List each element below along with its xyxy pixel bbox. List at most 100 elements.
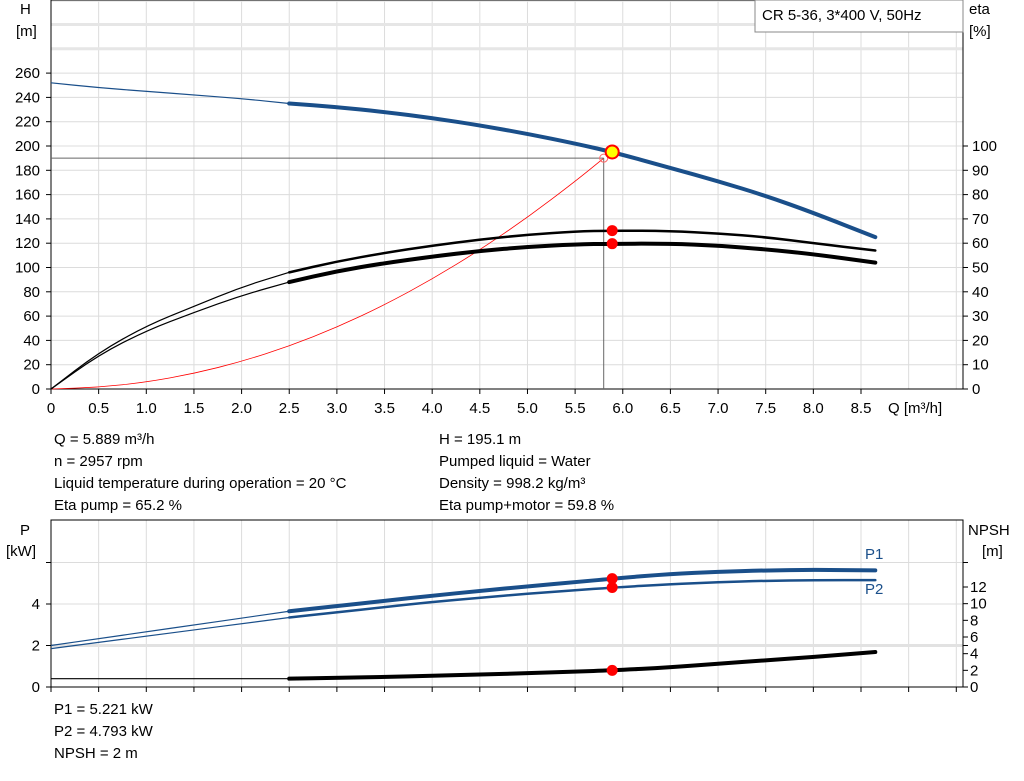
p-tick-label: 4 [32,596,40,613]
h-tick-label: 160 [15,187,40,204]
p1-series-label: P1 [865,546,883,563]
x-tick-label: 1.0 [136,400,157,417]
h-axis-name: H [20,1,31,18]
x-tick-label: 4.5 [469,400,490,417]
eta-tick-label: 90 [972,162,989,179]
x-tick-label: 3.0 [326,400,347,417]
system-curve-line [50,157,604,390]
p-axis-unit: [kW] [6,543,36,560]
x-tick-label: 8.0 [803,400,824,417]
npsh-axis-unit: [m] [982,543,1003,560]
eta-total-curve-extrapolated-line [50,281,290,390]
h-tick-label: 180 [15,162,40,179]
npsh-tick-label: 10 [970,596,987,613]
head-value: H = 195.1 m [439,431,522,448]
p-tick-label: 0 [32,679,40,696]
speed-value: n = 2957 rpm [54,453,143,470]
p-tick-label: 2 [32,638,40,655]
chart-title: CR 5-36, 3*400 V, 50Hz [762,7,922,24]
x-tick-label: 0 [47,400,55,417]
h-tick-label: 220 [15,114,40,131]
eta-tick-label: 40 [972,284,989,301]
eta-tick-label: 100 [972,138,997,155]
power-info: P1 = 5.221 kW P2 = 4.793 kW NPSH = 2 m [54,699,153,765]
h-tick-label: 100 [15,260,40,277]
x-tick-label: 6.0 [612,400,633,417]
x-tick-label: 3.5 [374,400,395,417]
eta-total-duty-marker [606,238,618,250]
legend-box [754,0,964,33]
p-axis-name: P [20,522,30,539]
eta-pump-curve-line [287,229,877,274]
eta-pump-duty-marker [606,225,618,237]
npsh-tick-label: 0 [970,679,978,696]
temperature-value: Liquid temperature during operation = 20… [54,475,347,492]
eta-pump-value: Eta pump = 65.2 % [54,497,182,514]
npsh-tick-label: 12 [970,579,987,596]
eta-tick-label: 50 [972,260,989,277]
npsh-axis-name: NPSH [968,522,1010,539]
p1-curve-line [287,567,878,614]
npsh-tick-label: 8 [970,612,978,629]
npsh-tick-label: 6 [970,629,978,646]
chart-labels: H [m] eta [%] Q [m³/h] CR 5-36, 3*400 V,… [6,0,1010,598]
x-tick-label: 0.5 [88,400,109,417]
requested-point-marker [599,153,609,163]
x-tick-label: 7.0 [708,400,729,417]
npsh-curve-line [287,650,878,681]
eta-tick-label: 70 [972,211,989,228]
eta-axis-unit: [%] [969,23,991,40]
x-tick-label: 6.5 [660,400,681,417]
flow-value: Q = 5.889 m³/h [54,431,155,448]
npsh-tick-label: 4 [970,646,978,663]
npsh-tick-label: 2 [970,662,978,679]
eta-tick-label: 20 [972,332,989,349]
liquid-value: Pumped liquid = Water [439,453,591,470]
p2-curve-extrapolated-line [50,616,290,650]
x-tick-label: 2.5 [279,400,300,417]
p1-duty-marker [606,573,618,585]
q-axis-label: Q [m³/h] [888,400,942,417]
eta-tick-label: 10 [972,357,989,374]
h-tick-label: 20 [23,357,40,374]
eta-total-curve-line [287,241,878,285]
x-tick-label: 7.5 [755,400,776,417]
head-duty-marker [604,144,620,160]
eta-tick-label: 30 [972,308,989,325]
h-tick-label: 120 [15,235,40,252]
x-tick-label: 5.0 [517,400,538,417]
p2-duty-marker [606,582,618,594]
h-tick-label: 260 [15,65,40,82]
x-tick-label: 4.0 [422,400,443,417]
h-tick-label: 200 [15,138,40,155]
p2-curve-line [287,578,877,619]
eta-tick-label: 0 [972,381,980,398]
p1-value: P1 = 5.221 kW [54,701,153,718]
h-tick-label: 60 [23,308,40,325]
x-tick-label: 8.5 [851,400,872,417]
eta-total-value: Eta pump+motor = 59.8 % [439,497,615,514]
p2-value: P2 = 4.793 kW [54,723,153,740]
density-value: Density = 998.2 kg/m³ [439,475,586,492]
eta-tick-label: 60 [972,235,989,252]
x-tick-label: 1.5 [184,400,205,417]
top-grid: 0 0.5 1.0 1.5 2.0 2.5 3.0 3.5 4.0 4.5 5.0 5.5 6.0 6.5… [15,0,997,417]
h-tick-label: 240 [15,89,40,106]
duty-info-right: H = 195.1 m Pumped liquid = Water Densit… [439,429,614,517]
p1-curve-extrapolated-line [50,610,290,647]
head-curve-extrapolated-line [50,82,290,105]
eta-pump-curve-extrapolated-line [50,271,290,390]
x-tick-label: 5.5 [565,400,586,417]
x-tick-label: 2.0 [231,400,252,417]
duty-info-left: Q = 5.889 m³/h n = 2957 rpm Liquid tempe… [54,429,346,517]
head-curve-line [287,101,878,240]
eta-tick-label: 80 [972,187,989,204]
npsh-value: NPSH = 2 m [54,745,138,762]
chart-marks [50,82,878,681]
h-axis-unit: [m] [16,23,37,40]
eta-axis-name: eta [969,1,991,18]
h-tick-label: 80 [23,284,40,301]
h-tick-label: 0 [32,381,40,398]
